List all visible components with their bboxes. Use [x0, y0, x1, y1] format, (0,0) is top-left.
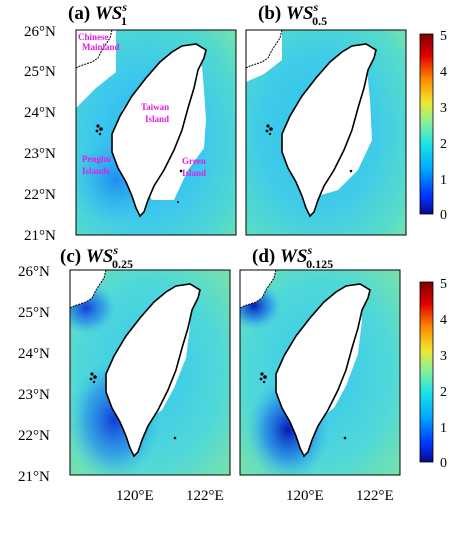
panel-title-b: (b) WSs 0.5 [258, 0, 327, 28]
lon-tick-label: 120°E [286, 488, 324, 504]
map-panel-a: Chinese Mainland Taiwan Island Penghu Is… [75, 29, 237, 236]
svg-text:Islands: Islands [82, 166, 110, 176]
svg-text:Mainland: Mainland [82, 42, 120, 52]
lanyu-island-marker-a [177, 201, 179, 203]
lat-tick-label: 22°N [24, 187, 56, 203]
colorbar-tick-label: 5 [440, 29, 447, 44]
lon-axis: 120°E 122°E 120°E 122°E [116, 488, 394, 504]
svg-text:Island: Island [145, 114, 169, 124]
map-panel-b [245, 29, 407, 236]
annotation-penghu-islands: Penghu Islands [82, 154, 111, 176]
colorbar-tick-label: 2 [440, 137, 447, 152]
annotation-green-island: Green Island [182, 156, 206, 178]
lon-tick-label: 122°E [356, 488, 394, 504]
colorbar-tick-label: 1 [440, 173, 447, 188]
lat-tick-label: 25°N [24, 64, 56, 80]
lat-tick-label: 23°N [18, 387, 50, 403]
lat-tick-label: 21°N [18, 469, 50, 485]
lon-tick-label: 122°E [186, 488, 224, 504]
map-panel-c [69, 269, 231, 476]
penghu-islands-b [265, 124, 273, 136]
lat-tick-label: 26°N [24, 24, 56, 40]
green-island-marker-b [349, 169, 353, 173]
svg-text:Taiwan: Taiwan [141, 102, 169, 112]
svg-text:Island: Island [182, 168, 206, 178]
green-island-marker-c [173, 436, 177, 440]
penghu-islands-d [259, 372, 267, 384]
colorbar-tick-label: 0 [440, 208, 447, 223]
colorbar-tick-label: 5 [440, 277, 447, 292]
panel-title-c: (c) WSs 0.25 [60, 243, 133, 271]
lon-tick-label: 120°E [116, 488, 154, 504]
svg-text:Green: Green [182, 156, 206, 166]
penghu-islands-a [95, 124, 103, 136]
lat-tick-label: 21°N [24, 228, 56, 244]
colorbar-tick-label: 1 [440, 421, 447, 436]
colorbar-tick-label: 2 [440, 385, 447, 400]
annotation-chinese-mainland: Chinese Mainland [78, 32, 120, 52]
map-panel-d [239, 269, 401, 476]
lat-axis-top: 26°N 25°N 24°N 23°N 22°N 21°N [24, 24, 56, 244]
lat-tick-label: 25°N [18, 305, 50, 321]
panel-title-d: (d) WSs 0.125 [252, 243, 333, 271]
colorbar-tick-label: 4 [440, 65, 447, 80]
panel-title-a: (a) WSs 1 [68, 0, 127, 28]
lat-tick-label: 26°N [18, 264, 50, 280]
colorbar-top: 5 4 3 2 1 0 [419, 29, 447, 223]
annotation-taiwan-island: Taiwan Island [141, 102, 169, 124]
colorbar-bottom: 5 4 3 2 1 0 [419, 277, 447, 471]
green-island-marker-a [179, 169, 183, 173]
colorbar-tick-label: 3 [440, 349, 447, 364]
penghu-islands-c [89, 372, 97, 384]
svg-text:Chinese: Chinese [78, 32, 109, 42]
colorbar-tick-label: 4 [440, 313, 447, 328]
lat-tick-label: 23°N [24, 146, 56, 162]
lat-axis-bottom: 26°N 25°N 24°N 23°N 22°N 21°N [18, 264, 50, 485]
lat-tick-label: 24°N [24, 105, 56, 121]
svg-text:Penghu: Penghu [82, 154, 111, 164]
colorbar-tick-label: 3 [440, 101, 447, 116]
lat-tick-label: 24°N [18, 346, 50, 362]
lat-tick-label: 22°N [18, 428, 50, 444]
green-island-marker-d [343, 436, 347, 440]
colorbar-tick-label: 0 [440, 456, 447, 471]
